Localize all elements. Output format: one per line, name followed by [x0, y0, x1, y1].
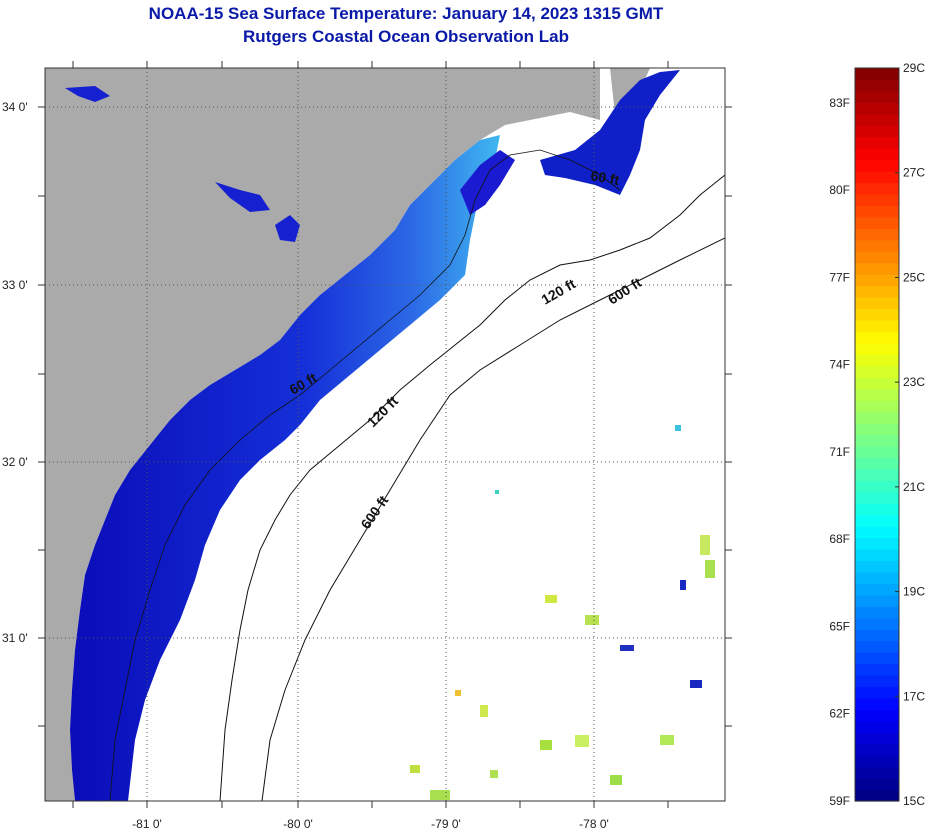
y-tick-label-34: 34 0' — [2, 100, 28, 114]
x-tick-label-78: -78 0' — [579, 817, 609, 831]
contour-label-60ft-north: 60 ft — [589, 167, 620, 188]
contour-600ft — [261, 237, 725, 801]
y-tick-label-32: 32 0' — [2, 455, 28, 469]
x-tick-label-81: -81 0' — [132, 817, 162, 831]
y-tick-label-31: 31 0' — [2, 631, 28, 645]
x-tick-label-80: -80 0' — [283, 817, 313, 831]
chart-title: NOAA-15 Sea Surface Temperature: January… — [148, 4, 664, 23]
chart-subtitle: Rutgers Coastal Ocean Observation Lab — [243, 27, 569, 46]
warm-patches — [410, 425, 715, 800]
land-mass — [45, 68, 600, 801]
x-tick-label-79: -79 0' — [431, 817, 461, 831]
offshore-cold-patch — [460, 150, 515, 215]
graticule — [45, 68, 725, 801]
lake-patch-3 — [65, 86, 110, 102]
y-tick-label-33: 33 0' — [2, 278, 28, 292]
axis-ticks — [38, 61, 732, 808]
contour-60ft — [109, 149, 621, 801]
contour-120ft — [219, 174, 725, 801]
lake-patch-1 — [275, 215, 300, 242]
map-frame — [44, 67, 726, 802]
northeast-cold-patch — [540, 70, 680, 195]
coastal-cold-water — [70, 135, 500, 801]
lake-patch-2 — [215, 182, 270, 212]
